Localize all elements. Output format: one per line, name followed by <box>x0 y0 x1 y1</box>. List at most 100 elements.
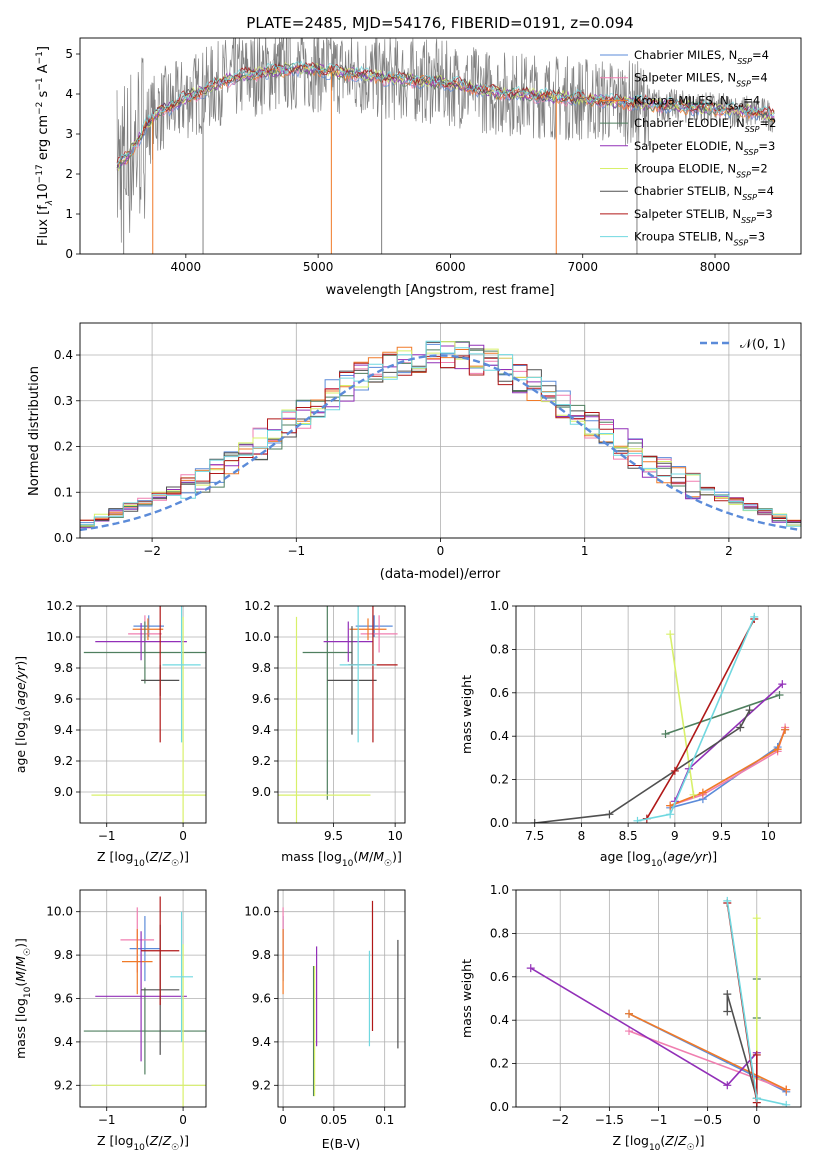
histogram-step <box>80 341 801 526</box>
y-tick-label: 4 <box>65 87 73 101</box>
y-tick-label: 9.8 <box>252 948 271 962</box>
axes-frame <box>515 605 802 824</box>
y-tick-label: 0.0 <box>54 531 73 545</box>
y-tick-label: 9.8 <box>252 661 271 675</box>
x-tick-label: −1 <box>650 1113 668 1127</box>
x-axis-label-part: / <box>369 849 374 864</box>
y-axis-label: age [log10(age/yr)] <box>13 656 33 773</box>
x-tick-label: −2 <box>143 544 161 558</box>
observed-spectrum-line <box>116 38 775 243</box>
data-point-marker <box>666 810 675 819</box>
data-point-marker <box>605 810 614 819</box>
x-axis-label-part: ( <box>660 1133 665 1148</box>
x-tick-label: 8000 <box>700 260 731 274</box>
y-tick-label: 9.4 <box>54 723 73 737</box>
y-axis-label-part: / <box>13 966 28 971</box>
histogram-step <box>80 353 801 522</box>
y-axis-label-part: −17 <box>35 164 45 183</box>
plot-area-age_vs_mass <box>278 606 398 823</box>
legend-entry: Chabrier MILES, NSSP=4 <box>634 48 769 66</box>
data-point-marker <box>778 680 787 689</box>
y-tick-label: 0.2 <box>490 1057 509 1071</box>
x-axis-label-part: Z <box>677 1133 687 1148</box>
mass-weight-line <box>669 727 786 807</box>
data-point-marker <box>633 816 642 823</box>
y-axis-label-part: Flux [f <box>36 205 51 246</box>
y-axis-label-part: −1 <box>35 51 45 64</box>
x-axis-label-part: Z <box>162 1133 172 1148</box>
x-axis-label-part: / <box>158 849 163 864</box>
data-point-marker <box>698 788 707 797</box>
legend-text: =3 <box>748 230 765 244</box>
mass-weight-line <box>628 1030 787 1091</box>
y-axis-label-part: −1 <box>35 77 45 90</box>
x-axis-label: wavelength [Angstrom, rest frame] <box>326 283 555 298</box>
x-axis-label-part: 10 <box>651 859 663 869</box>
legend-text: Salpeter MILES, N <box>634 71 736 85</box>
plot-area-weight_vs_Z <box>526 896 791 1107</box>
y-tick-label: 0 <box>65 247 73 261</box>
x-axis-label-part: )] <box>179 849 189 864</box>
x-tick-label: 10 <box>387 829 402 843</box>
legend-entry: Kroupa MILES, NSSP=4 <box>634 93 760 111</box>
data-point-marker <box>775 690 784 699</box>
x-tick-label: 5000 <box>303 260 334 274</box>
x-tick-label: 0 <box>279 1113 287 1127</box>
y-axis-label-part: ] <box>36 46 51 51</box>
legend-entry: Chabrier STELIB, NSSP=4 <box>634 184 774 202</box>
x-axis-label-part: mass [log <box>281 849 342 864</box>
mass-weight-line <box>637 616 756 822</box>
x-axis-label: (data-model)/error <box>380 567 501 582</box>
x-tick-label: 7000 <box>567 260 598 274</box>
legend-entry: Salpeter STELIB, NSSP=3 <box>634 207 773 225</box>
plot-mass_vs_Z: −1 09.29.49.69.810.0Z [log10(Z/Z☉)]mass [… <box>13 889 207 1153</box>
legend-text: Salpeter STELIB, N <box>634 207 741 221</box>
x-axis-label-part: / <box>158 1133 163 1148</box>
legend-sub: SSP <box>736 170 751 179</box>
y-tick-label: 1.0 <box>490 883 509 897</box>
data-point-marker <box>666 801 675 810</box>
axes-frame <box>79 605 207 824</box>
x-axis-label-part: M <box>358 849 369 864</box>
y-tick-label: 9.2 <box>54 754 73 768</box>
y-tick-label: 10.0 <box>244 905 271 919</box>
y-axis-label-part: λ <box>45 200 55 206</box>
y-tick-label: 10.2 <box>46 599 73 613</box>
y-tick-label: 9.6 <box>54 692 73 706</box>
data-point-marker <box>750 612 759 621</box>
y-axis-label-part: age [log <box>13 722 28 773</box>
axes-frame <box>277 889 406 1108</box>
y-tick-label: 9.4 <box>54 1035 73 1049</box>
y-tick-label: 10.2 <box>244 599 271 613</box>
y-tick-label: 0.4 <box>54 348 73 362</box>
x-axis-label-part: 10 <box>342 859 354 869</box>
y-axis-label-part: erg cm <box>36 115 51 164</box>
x-axis-label-part: / <box>674 1133 679 1148</box>
axes-frame <box>79 322 802 539</box>
data-point-marker <box>723 1007 732 1016</box>
figure-title: PLATE=2485, MJD=54176, FIBERID=0191, z=0… <box>246 14 633 32</box>
data-point-marker <box>752 1094 761 1103</box>
mass-weight-line <box>726 993 758 1107</box>
x-tick-label: 9 <box>671 829 679 843</box>
y-axis-label-part: 10 <box>23 986 33 998</box>
y-tick-label: 0.0 <box>490 816 509 830</box>
axes-frame <box>79 37 802 255</box>
x-axis-label: mass [log10(M/M☉)] <box>281 849 402 869</box>
data-point-marker <box>752 1050 761 1059</box>
x-axis-label-part: ( <box>353 849 358 864</box>
x-axis-label-part: )] <box>707 849 717 864</box>
legend-entry: Kroupa ELODIE, NSSP=2 <box>634 162 768 180</box>
legend-text: =4 <box>757 184 774 198</box>
mass-weight-line <box>534 709 751 823</box>
data-point-marker <box>736 723 745 732</box>
y-tick-label: 10.0 <box>46 905 73 919</box>
data-point-marker <box>745 706 754 715</box>
y-tick-label: 0.1 <box>54 485 73 499</box>
legend-text: Kroupa STELIB, N <box>634 230 734 244</box>
plot-mass_vs_ebv: 0 0.05 0.1 9.2 9.4 9.6 9.8 10.0 E(B-V) <box>244 889 406 1151</box>
y-tick-label: 9.6 <box>252 992 271 1006</box>
data-point-marker <box>782 1085 791 1094</box>
y-tick-label: 3 <box>65 127 73 141</box>
